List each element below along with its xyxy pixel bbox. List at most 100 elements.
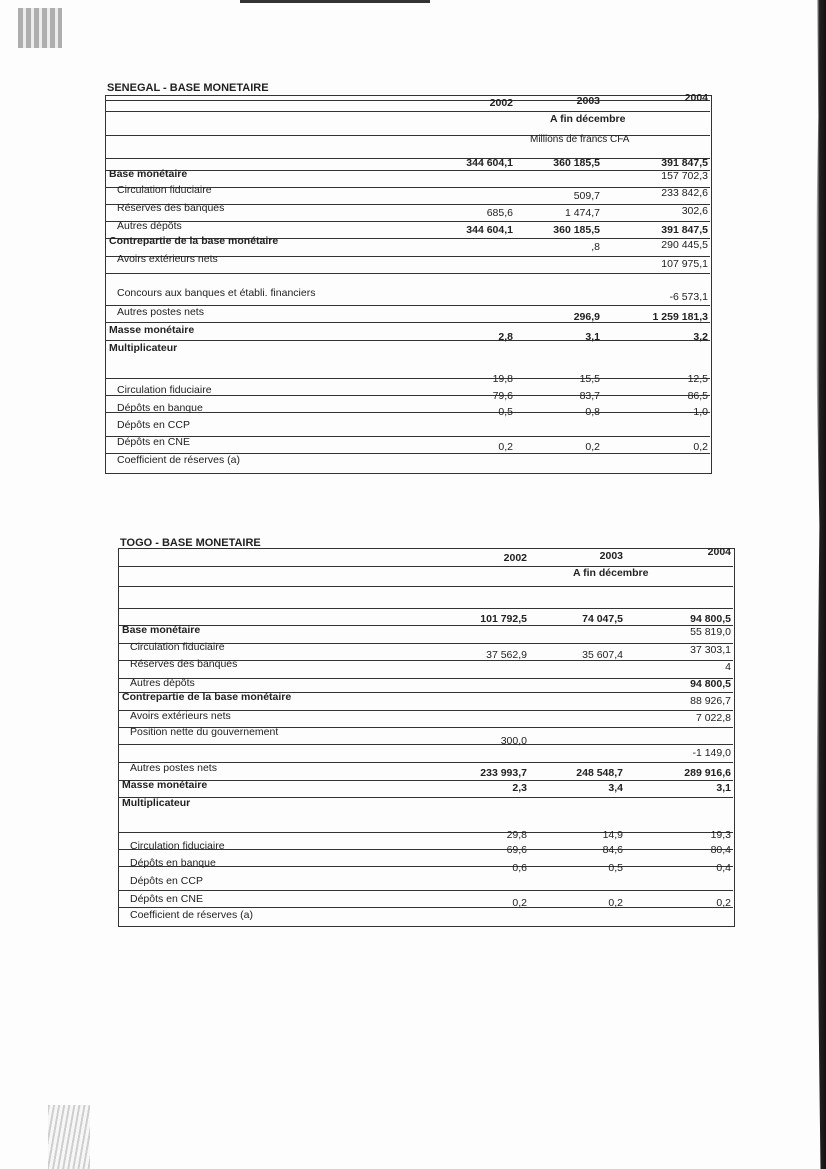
row-divider: [105, 221, 710, 222]
row-label: Réserves des banques: [117, 202, 225, 214]
table-frame: [105, 95, 712, 474]
row-divider: [105, 100, 710, 101]
cell-value: 94 800,5: [690, 613, 731, 625]
row-divider: [105, 273, 710, 274]
row-label: Contrepartie de la base monétaire: [122, 691, 292, 703]
cell-value: 3,4: [608, 782, 623, 794]
cell-value: 29,8: [506, 829, 527, 841]
row-label: Dépôts en CCP: [117, 419, 190, 431]
row-label: Autres dépôts: [130, 677, 195, 689]
cell-value: 360 185,5: [553, 224, 600, 236]
row-divider: [118, 907, 733, 908]
row-label: Autres postes nets: [130, 762, 217, 774]
cell-value: 35 607,4: [582, 649, 623, 661]
cell-value: 0,5: [608, 862, 623, 874]
row-divider: [118, 832, 733, 833]
period-header: A fin décembre: [573, 567, 649, 579]
cell-value: 0,8: [585, 406, 600, 418]
unit-label: Millions de francs CFA: [530, 134, 630, 145]
cell-value: 0,4: [716, 862, 731, 874]
cell-value: 296,9: [573, 311, 600, 323]
cell-value: 0,2: [608, 897, 623, 909]
cell-value: -6 573,1: [669, 291, 708, 303]
cell-value: 19,8: [492, 373, 513, 385]
row-label: Base monétaire: [122, 624, 201, 636]
cell-value: 0,2: [585, 441, 600, 453]
scan-artifact: [18, 8, 62, 48]
row-divider: [118, 566, 733, 567]
cell-value: 4: [725, 661, 731, 673]
year-header: 2004: [707, 546, 731, 558]
row-divider: [105, 412, 710, 413]
row-label: Circulation fiduciaire: [130, 641, 225, 653]
row-divider: [105, 322, 710, 323]
row-divider: [118, 692, 733, 693]
row-label: Dépôts en CNE: [117, 436, 190, 448]
row-label: Base monétaire: [109, 168, 188, 180]
row-divider: [118, 643, 733, 644]
row-label: Masse monétaire: [109, 324, 195, 336]
row-divider: [118, 710, 733, 711]
cell-value: 157 702,3: [661, 170, 708, 182]
year-header: 2002: [503, 552, 527, 564]
row-label: Circulation fiduciaire: [117, 384, 212, 396]
row-label: Dépôts en banque: [130, 857, 216, 869]
row-label: Position nette du gouvernement: [130, 726, 279, 738]
row-divider: [105, 378, 710, 379]
row-divider: [118, 625, 733, 626]
cell-value: 391 847,5: [661, 224, 708, 236]
scan-artifact: [48, 1105, 90, 1169]
cell-value: 3,1: [716, 782, 731, 794]
cell-value: 0,6: [512, 862, 527, 874]
cell-value: 0,2: [716, 897, 731, 909]
row-divider: [105, 305, 710, 306]
row-label: Contrepartie de la base monétaire: [109, 235, 279, 247]
cell-value: 19,3: [710, 829, 731, 841]
cell-value: 1 474,7: [564, 207, 600, 219]
row-divider: [105, 187, 710, 188]
row-divider: [105, 238, 710, 239]
cell-value: 86,5: [687, 390, 708, 402]
row-divider: [105, 395, 710, 396]
cell-value: 344 604,1: [466, 157, 513, 169]
row-divider: [118, 780, 733, 781]
cell-value: 344 604,1: [466, 224, 513, 236]
row-label: Dépôts en CNE: [130, 893, 203, 905]
year-header: 2004: [684, 92, 708, 104]
row-divider: [105, 453, 710, 454]
row-divider: [118, 660, 733, 661]
row-label: Réserves des banques: [130, 658, 238, 670]
row-label: Avoirs extérieurs nets: [130, 710, 231, 722]
row-label: Dépôts en banque: [117, 402, 203, 414]
year-header: 2003: [576, 95, 600, 107]
cell-value: 302,6: [681, 205, 708, 217]
row-divider: [105, 170, 710, 171]
cell-value: 2,3: [512, 782, 527, 794]
cell-value: 88 926,7: [690, 695, 731, 707]
row-label: Multiplicateur: [122, 797, 191, 809]
row-divider: [118, 849, 733, 850]
cell-value: 300,0: [500, 735, 527, 747]
cell-value: 37 303,1: [690, 644, 731, 656]
cell-value: 685,6: [486, 207, 513, 219]
scan-artifact: [240, 0, 430, 3]
row-label: Coefficient de réserves (a): [117, 454, 240, 466]
row-divider: [105, 256, 710, 257]
cell-value: 509,7: [573, 190, 600, 202]
row-label: Coefficient de réserves (a): [130, 909, 253, 921]
row-divider: [118, 678, 733, 679]
cell-value: 290 445,5: [661, 239, 708, 251]
cell-value: 0,5: [498, 406, 513, 418]
year-header: 2002: [489, 97, 513, 109]
row-label: Multiplicateur: [109, 342, 178, 354]
cell-value: 80,4: [710, 844, 731, 856]
cell-value: 233 842,6: [661, 187, 708, 199]
cell-value: 14,9: [602, 829, 623, 841]
row-divider: [118, 608, 733, 609]
table-title: TOGO - BASE MONETAIRE: [120, 537, 261, 549]
page-edge: [815, 0, 826, 1169]
row-divider: [105, 158, 710, 159]
cell-value: 7 022,8: [695, 712, 731, 724]
cell-value: ,8: [591, 241, 600, 253]
row-divider: [105, 436, 710, 437]
